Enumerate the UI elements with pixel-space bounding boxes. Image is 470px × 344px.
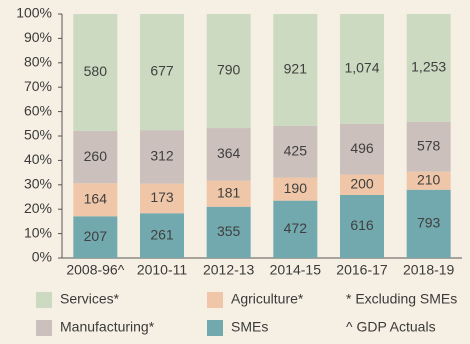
data-label: 355	[217, 223, 241, 239]
data-label: 677	[150, 63, 174, 79]
data-label: 200	[350, 175, 374, 191]
y-tick-label: 40%	[24, 151, 52, 167]
x-tick-label: 2014-15	[270, 262, 322, 278]
legend-label: SMEs	[231, 319, 268, 335]
data-label: 190	[284, 180, 308, 196]
x-tick-label: 2018-19	[403, 262, 455, 278]
x-tick-label: 2010-11	[137, 262, 188, 278]
data-label: 260	[84, 148, 108, 164]
note: * Excluding SMEs	[346, 291, 457, 307]
data-label: 425	[284, 142, 308, 158]
data-label: 921	[284, 61, 308, 77]
bar-segment	[140, 183, 184, 214]
bar-segment	[140, 213, 184, 258]
data-label: 1,253	[411, 59, 446, 75]
data-label: 790	[217, 62, 241, 78]
bar-segment	[340, 195, 384, 258]
legend-label: Manufacturing*	[60, 319, 155, 335]
legend-label: Agriculture*	[231, 291, 304, 307]
data-label: 580	[84, 63, 108, 79]
bar-segment	[406, 14, 451, 122]
data-label: 312	[150, 148, 174, 164]
bar-segment	[73, 14, 118, 131]
y-tick-label: 90%	[24, 29, 52, 45]
y-tick-label: 0%	[32, 249, 52, 265]
y-tick-label: 60%	[24, 102, 52, 118]
y-tick-label: 80%	[24, 54, 52, 70]
y-tick-label: 30%	[24, 176, 52, 192]
bar-segment	[140, 130, 184, 184]
data-label: 164	[84, 190, 108, 206]
data-label: 472	[284, 220, 308, 236]
bar-segment	[206, 180, 251, 207]
data-label: 793	[417, 215, 441, 231]
data-label: 181	[217, 184, 241, 200]
y-tick-label: 50%	[24, 127, 52, 143]
data-label: 496	[350, 140, 374, 156]
y-tick-label: 10%	[24, 224, 52, 240]
bar-segment	[73, 216, 118, 258]
data-label: 578	[417, 137, 441, 153]
bar-segment	[273, 14, 318, 126]
bar-segment	[206, 206, 251, 258]
data-label: 364	[217, 145, 241, 161]
bar-segment	[73, 183, 118, 217]
bar-segment	[340, 174, 384, 196]
bar-segment	[140, 14, 184, 131]
x-tick-label: 2012-13	[203, 262, 255, 278]
bar-segment	[206, 128, 251, 181]
bar-segment	[273, 177, 318, 201]
legend-swatch	[207, 292, 223, 308]
bar-segment	[406, 189, 451, 258]
data-label: 616	[350, 217, 374, 233]
legend-swatch	[36, 320, 52, 336]
bar-segment	[273, 200, 318, 258]
data-label: 210	[417, 171, 441, 187]
legend-swatch	[36, 292, 52, 308]
y-tick-label: 20%	[24, 200, 52, 216]
bar-segment	[73, 130, 118, 184]
y-tick-label: 70%	[24, 78, 52, 94]
bar-segment	[406, 121, 451, 172]
data-label: 261	[150, 226, 174, 242]
y-tick-label: 100%	[16, 5, 52, 21]
bar-segment	[340, 14, 384, 124]
legend-label: Services*	[60, 291, 120, 307]
bar-segment	[273, 125, 318, 178]
note: ^ GDP Actuals	[346, 319, 436, 335]
legend-swatch	[207, 320, 223, 336]
bar-segment	[340, 123, 384, 175]
x-tick-label: 2016-17	[336, 262, 388, 278]
data-label: 1,074	[344, 60, 379, 76]
bar-segment	[206, 14, 251, 129]
bar-segment	[406, 171, 451, 190]
x-tick-label: 2008-96^	[66, 262, 124, 278]
data-label: 207	[84, 228, 108, 244]
data-label: 173	[150, 189, 174, 205]
